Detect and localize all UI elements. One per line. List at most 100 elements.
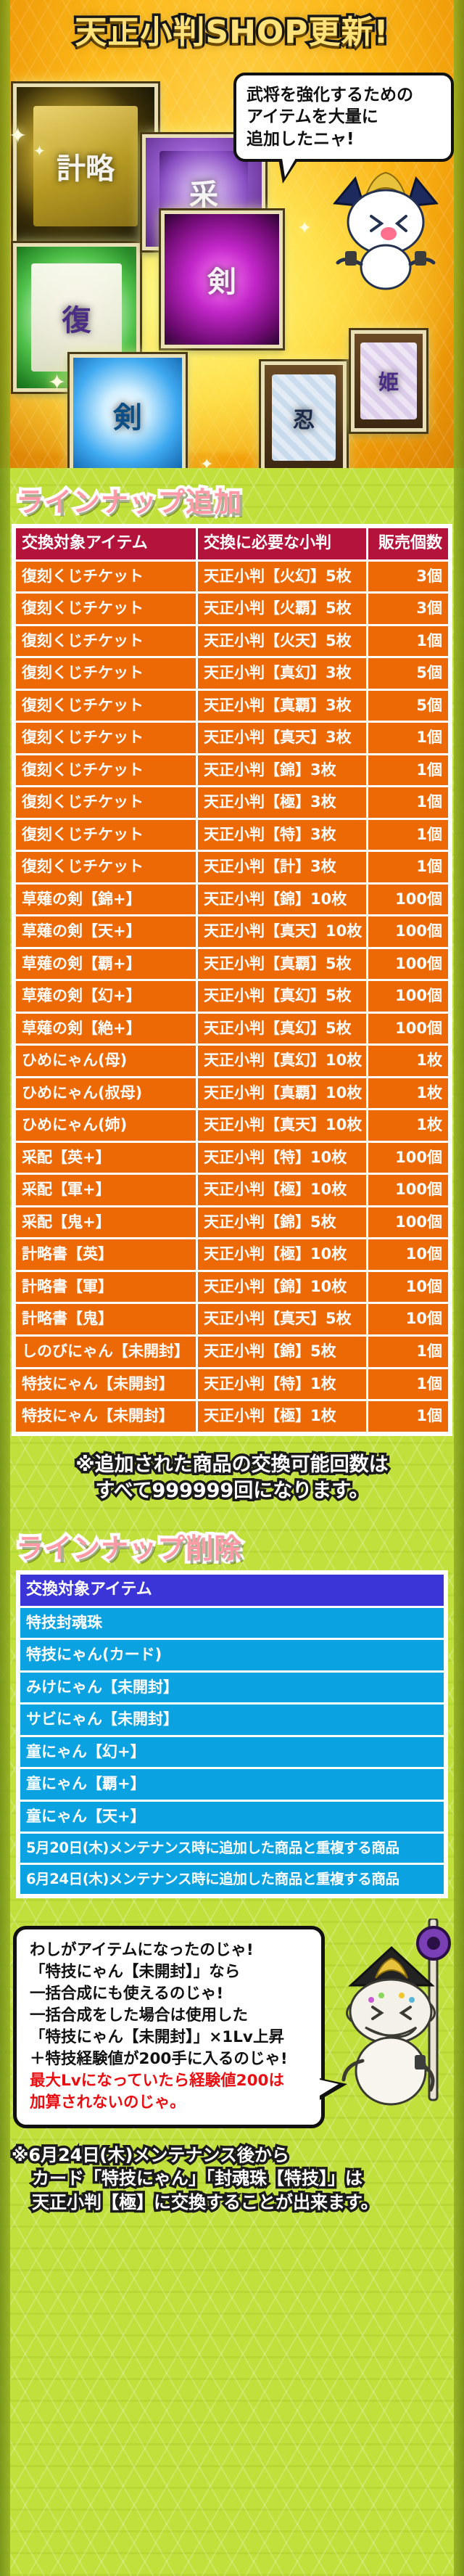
column-header-item: 交換対象アイテム [20, 1574, 444, 1606]
cell-cost: 天正小判【錦】3枚 [198, 755, 366, 786]
hero-bubble-line: アイテムを大量に [246, 107, 378, 127]
add-note-line: ※追加された商品の交換可能回数は [73, 1451, 391, 1478]
cell-cost: 天正小判【真覇】5枚 [198, 948, 366, 980]
footnote-line: カード「特技にゃん」「封魂珠【特技】」は [30, 2166, 365, 2191]
table-row: 復刻くじチケット 天正小判【火天】5枚 1個 [16, 625, 448, 657]
sparkle-icon: ✦ [200, 456, 214, 468]
cell-quantity: 1枚 [368, 1110, 448, 1141]
cell-item: 復刻くじチケット [16, 625, 196, 657]
add-note-line: すべて999999回になります。 [93, 1477, 371, 1504]
cell-quantity: 100個 [368, 1207, 448, 1238]
item-card-kusanagi-sword-purple: 剣 [159, 208, 285, 350]
item-card-glyph: 計略 [57, 152, 115, 186]
cell-quantity: 1個 [368, 852, 448, 882]
cell-cost: 天正小判【極】1枚 [198, 1401, 366, 1432]
elder-cat-icon [341, 1918, 451, 2106]
cell-quantity: 1個 [368, 625, 448, 657]
footnote-line: ※6月24日(木)メンテナンス後から [9, 2142, 292, 2167]
table-row: 復刻くじチケット 天正小判【火覇】5枚 3個 [16, 594, 448, 624]
cell-quantity: 1個 [368, 755, 448, 786]
cell-item: 采配【英+】 [16, 1142, 196, 1173]
table-header-row: 交換対象アイテム 交換に必要な小判 販売個数 [16, 528, 448, 559]
column-header-item: 交換対象アイテム [16, 528, 196, 559]
cell-item: 復刻くじチケット [16, 723, 196, 753]
page-right-edge [454, 0, 464, 2576]
mascot-cat-icon [333, 171, 439, 290]
item-card-keiryakusho: 計略 [11, 81, 160, 251]
cell-cost: 天正小判【真幻】5枚 [198, 1013, 366, 1044]
bubble-line-warning: 最大Lvになっていたら経験値200は [30, 2072, 285, 2091]
cell-item: 計略書【軍】 [16, 1271, 196, 1303]
cell-cost: 天正小判【極】3枚 [198, 787, 366, 818]
cell-cost: 天正小判【真覇】3枚 [198, 690, 366, 721]
table-row: 5月20日(木)メンテナンス時に追加した商品と重複する商品 [20, 1834, 444, 1863]
cell-quantity: 10個 [368, 1304, 448, 1334]
cell-quantity: 100個 [368, 1175, 448, 1205]
table-row: 采配【軍+】 天正小判【極】10枚 100個 [16, 1175, 448, 1205]
sparkle-icon: ✦ [33, 142, 46, 160]
cell-cost: 天正小判【真幻】3枚 [198, 658, 366, 689]
cell-item: 童にゃん【天+】 [20, 1801, 444, 1832]
cell-quantity: 1個 [368, 1337, 448, 1367]
cell-item: 草薙の剣【幻+】 [16, 981, 196, 1012]
item-card-ice-sword: 剣 [67, 352, 188, 468]
table-row: 草薙の剣【絶+】 天正小判【真幻】5枚 100個 [16, 1013, 448, 1044]
sparkle-icon: ✦ [48, 370, 67, 395]
cell-quantity: 1個 [368, 819, 448, 850]
table-row: 復刻くじチケット 天正小判【極】3枚 1個 [16, 787, 448, 818]
column-header-quantity: 販売個数 [368, 528, 448, 559]
page-title-text: 天正小判SHOP更新! [72, 12, 391, 54]
lineup-add-table: 交換対象アイテム 交換に必要な小判 販売個数 復刻くじチケット 天正小判【火幻】5… [12, 524, 452, 1436]
cell-item: ひめにゃん(母) [16, 1046, 196, 1076]
cell-cost: 天正小判【真天】10枚 [198, 1110, 366, 1141]
cell-cost: 天正小判【錦】10枚 [198, 884, 366, 915]
cell-item: 復刻くじチケット [16, 561, 196, 592]
cell-quantity: 100個 [368, 1013, 448, 1044]
cell-quantity: 1個 [368, 787, 448, 818]
item-card-glyph: 剣 [207, 266, 236, 299]
cell-item: 計略書【英】 [16, 1239, 196, 1270]
cell-item: 草薙の剣【絶+】 [16, 1013, 196, 1044]
table-row: 復刻くじチケット 天正小判【火幻】5枚 3個 [16, 561, 448, 592]
add-note: ※追加された商品の交換可能回数は すべて999999回になります。 [0, 1451, 464, 1504]
cell-item: 草薙の剣【錦+】 [16, 884, 196, 915]
item-card-glyph: 忍 [293, 407, 315, 433]
page-content: 天正小判SHOP更新! ✦ ✦ ✦ ✦ ✦ 計略 復 采 剣 剣 忍 [0, 0, 464, 2215]
cell-item: 復刻くじチケット [16, 852, 196, 882]
cell-cost: 天正小判【特】10枚 [198, 1142, 366, 1173]
table-row: 草薙の剣【錦+】 天正小判【錦】10枚 100個 [16, 884, 448, 915]
item-card-shinobi-nyan: 忍 [259, 359, 349, 468]
table-row: しのびにゃん【未開封】 天正小判【錦】5枚 1個 [16, 1337, 448, 1367]
hero-bubble-line: 武将を強化するための [246, 86, 413, 104]
cell-cost: 天正小判【真幻】10枚 [198, 1046, 366, 1076]
cell-cost: 天正小判【錦】5枚 [198, 1337, 366, 1367]
lineup-delete-table: 交換対象アイテム 特技封魂珠 特技にゃん(カード) みけにゃん【未開封】 サビにゃん【… [16, 1570, 448, 1898]
cell-item: 復刻くじチケット [16, 787, 196, 818]
cell-item: 復刻くじチケット [16, 690, 196, 721]
cell-quantity: 1枚 [368, 1046, 448, 1076]
cell-quantity: 3個 [368, 594, 448, 624]
cell-quantity: 1個 [368, 1401, 448, 1432]
cell-item: 童にゃん【幻+】 [20, 1736, 444, 1768]
page-left-edge [0, 0, 10, 2576]
table-row: 童にゃん【天+】 [20, 1801, 444, 1832]
table-row: 童にゃん【幻+】 [20, 1736, 444, 1768]
cell-item: 復刻くじチケット [16, 755, 196, 786]
cell-item: ひめにゃん(叔母) [16, 1078, 196, 1109]
cell-quantity: 5個 [368, 690, 448, 721]
cell-quantity: 1個 [368, 723, 448, 753]
cell-item: 采配【鬼+】 [16, 1207, 196, 1238]
cell-item: 特技封魂珠 [20, 1607, 444, 1638]
table-row: 計略書【鬼】 天正小判【真天】5枚 10個 [16, 1304, 448, 1334]
cell-quantity: 10個 [368, 1271, 448, 1303]
cell-item: 特技にゃん【未開封】 [16, 1369, 196, 1400]
cell-cost: 天正小判【火天】5枚 [198, 625, 366, 657]
item-card-glyph: 姫 [378, 370, 399, 394]
cell-cost: 天正小判【真幻】5枚 [198, 981, 366, 1012]
bottom-section: わしがアイテムになったのじゃ! 「特技にゃん【未開封】」なら 一括合成にも使える… [0, 1918, 464, 2136]
cell-cost: 天正小判【真天】5枚 [198, 1304, 366, 1334]
cell-cost: 天正小判【火幻】5枚 [198, 561, 366, 592]
cell-item: しのびにゃん【未開封】 [16, 1337, 196, 1367]
item-card-glyph: 采 [189, 179, 218, 212]
cell-cost: 天正小判【極】10枚 [198, 1175, 366, 1205]
